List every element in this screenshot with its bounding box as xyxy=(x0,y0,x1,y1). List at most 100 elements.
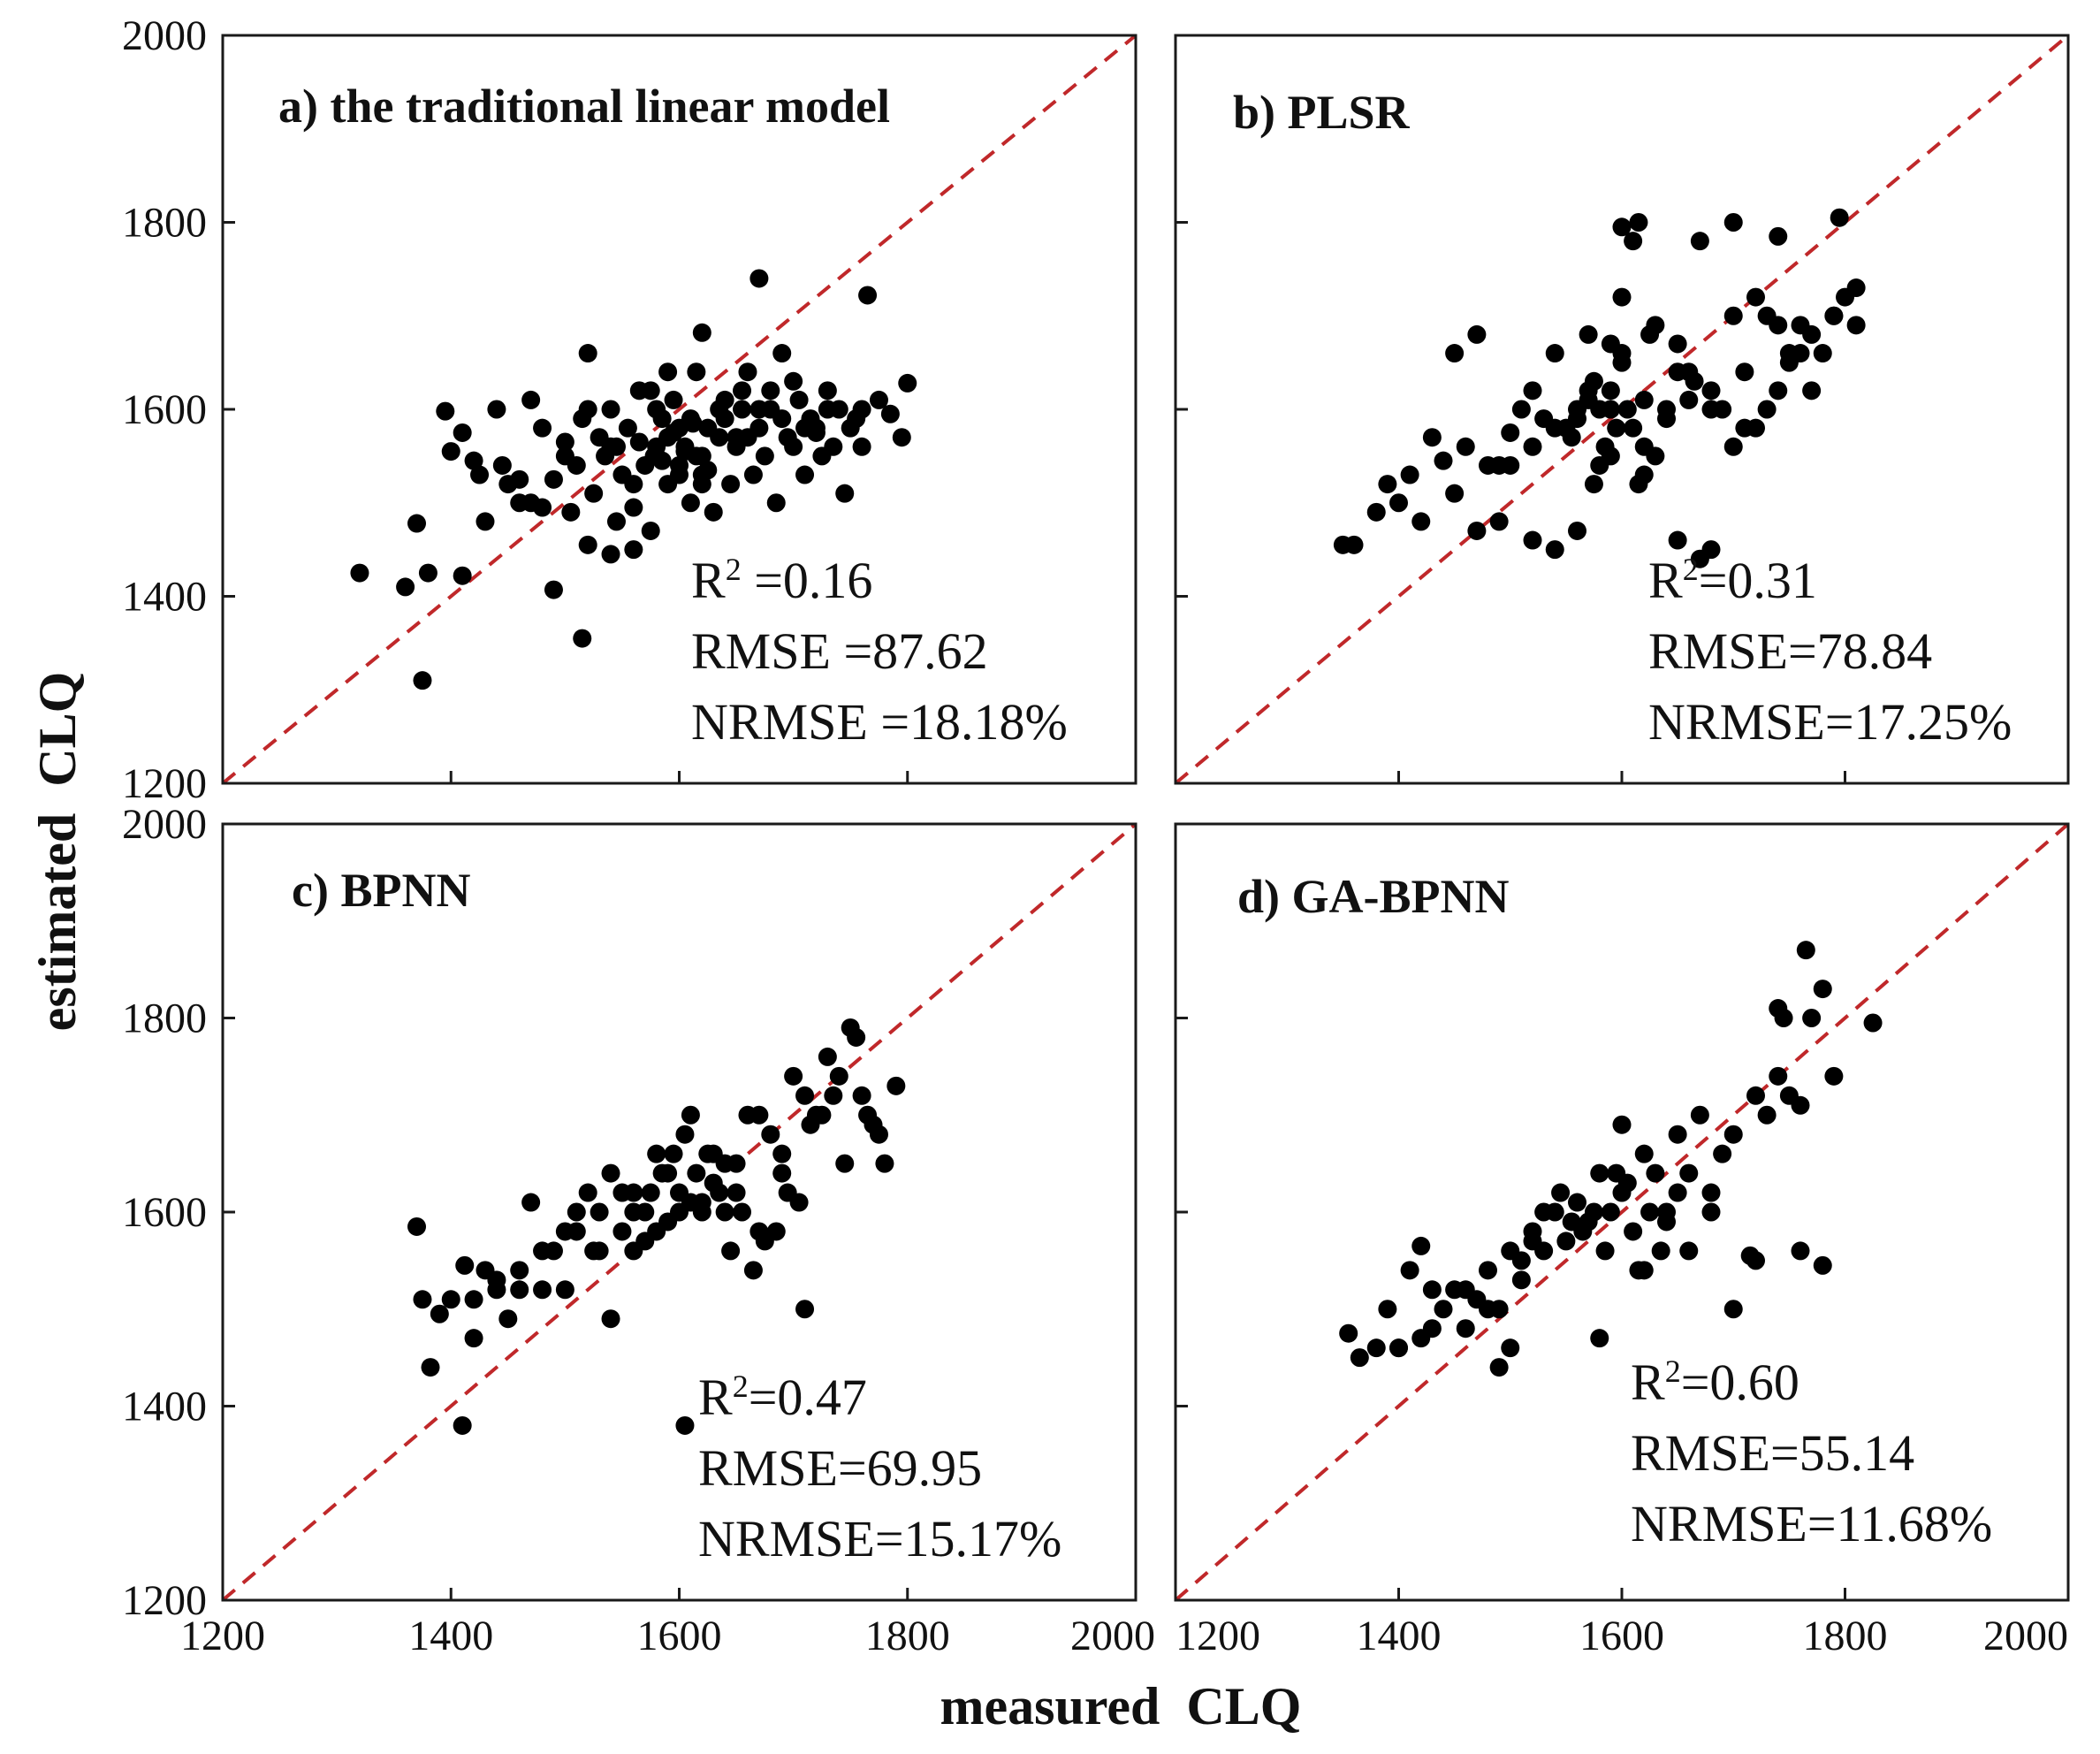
nrmse-stat: NRMSE=17.25% xyxy=(1648,693,2012,751)
data-point xyxy=(761,381,780,400)
data-point xyxy=(1802,1009,1822,1027)
data-point xyxy=(1746,1086,1765,1105)
reference-line xyxy=(221,34,1138,785)
data-point xyxy=(584,484,604,503)
data-point xyxy=(1612,217,1632,237)
data-point xyxy=(824,1086,843,1105)
data-point xyxy=(1579,324,1598,344)
data-point xyxy=(847,1027,866,1047)
data-point xyxy=(1813,980,1832,999)
data-point xyxy=(1489,512,1509,531)
data-point xyxy=(544,469,563,489)
data-point xyxy=(407,1216,427,1236)
data-point xyxy=(641,1183,660,1202)
scatter-panels: 1200 1400 1600 1800 2000 a) the traditional l… xyxy=(122,12,2070,1659)
panel-title: d) GA-BPNN xyxy=(1237,870,1510,923)
data-point xyxy=(784,437,803,456)
data-point xyxy=(869,1125,888,1144)
data-point xyxy=(1791,1241,1810,1261)
data-point xyxy=(455,1255,475,1275)
data-point xyxy=(687,362,706,382)
data-point xyxy=(681,1105,700,1125)
nrmse-stat: NRMSE=11.68% xyxy=(1631,1495,1992,1552)
data-point xyxy=(624,475,643,494)
data-point xyxy=(875,1154,894,1173)
data-point xyxy=(743,465,763,484)
data-point xyxy=(624,540,643,560)
x-tick-label: 2000 xyxy=(1070,1613,1155,1659)
data-point xyxy=(858,286,878,305)
data-point xyxy=(601,545,620,564)
data-point xyxy=(727,428,746,447)
data-point xyxy=(1629,475,1648,494)
data-point xyxy=(743,1261,763,1280)
data-point xyxy=(1601,381,1620,400)
data-point xyxy=(683,414,703,433)
data-point xyxy=(1612,1115,1632,1134)
data-point xyxy=(772,344,792,363)
r-squared-stat: R2=0.31 xyxy=(1648,552,1817,609)
data-point xyxy=(1456,1319,1475,1338)
data-point xyxy=(692,323,711,342)
data-point xyxy=(1723,213,1743,232)
data-point xyxy=(1573,1222,1593,1241)
x-tick-label: 1400 xyxy=(1357,1613,1442,1659)
panel-title: b) PLSR xyxy=(1233,86,1411,139)
data-point xyxy=(1701,1183,1721,1202)
y-tick-label: 1800 xyxy=(122,200,207,247)
data-point xyxy=(733,381,752,400)
data-point xyxy=(835,1154,855,1173)
data-point xyxy=(418,563,438,583)
data-point xyxy=(1467,324,1487,344)
data-point xyxy=(1479,1300,1497,1319)
data-point xyxy=(555,1280,574,1300)
data-point xyxy=(704,502,723,522)
data-point xyxy=(1389,493,1408,513)
data-point xyxy=(1422,1319,1442,1338)
data-point xyxy=(407,514,427,533)
data-point xyxy=(1769,999,1788,1018)
data-point xyxy=(1617,400,1637,419)
data-point xyxy=(858,1105,878,1125)
rmse-stat: RMSE =87.62 xyxy=(691,622,988,680)
data-point xyxy=(573,629,592,648)
data-point xyxy=(784,1066,803,1086)
data-point xyxy=(510,1280,529,1300)
data-point xyxy=(612,1222,632,1241)
data-point xyxy=(1479,1261,1497,1280)
data-point xyxy=(567,1222,586,1241)
data-point xyxy=(487,400,506,419)
data-point xyxy=(658,428,678,447)
data-point xyxy=(1651,1241,1670,1261)
data-point xyxy=(1735,418,1754,438)
data-point xyxy=(1366,1338,1386,1358)
data-point xyxy=(1863,1013,1883,1033)
data-point xyxy=(350,563,369,583)
data-point xyxy=(1584,475,1603,494)
data-point xyxy=(1634,390,1654,409)
data-point xyxy=(1378,475,1397,494)
data-point xyxy=(1802,381,1822,400)
data-point xyxy=(1746,287,1765,307)
x-tick-label: 1600 xyxy=(1579,1613,1664,1659)
data-point xyxy=(1467,521,1487,540)
data-point xyxy=(852,437,871,456)
x-tick-label: 1200 xyxy=(180,1613,265,1659)
data-point xyxy=(492,455,512,475)
data-point xyxy=(421,1358,440,1377)
data-point xyxy=(721,1241,741,1261)
data-point xyxy=(578,1183,597,1202)
data-point xyxy=(1551,1183,1571,1202)
data-point xyxy=(441,1290,460,1309)
y-tick-label: 1200 xyxy=(122,760,207,807)
y-tick-label: 1400 xyxy=(122,574,207,621)
data-point xyxy=(601,400,620,419)
data-point xyxy=(578,400,597,419)
data-point xyxy=(1723,1300,1743,1319)
data-point xyxy=(812,1105,832,1125)
rmse-stat: RMSE=69.95 xyxy=(698,1439,982,1497)
data-point xyxy=(1590,1329,1609,1348)
data-point xyxy=(1723,1125,1743,1144)
data-point xyxy=(624,1202,643,1222)
data-point xyxy=(658,362,678,382)
